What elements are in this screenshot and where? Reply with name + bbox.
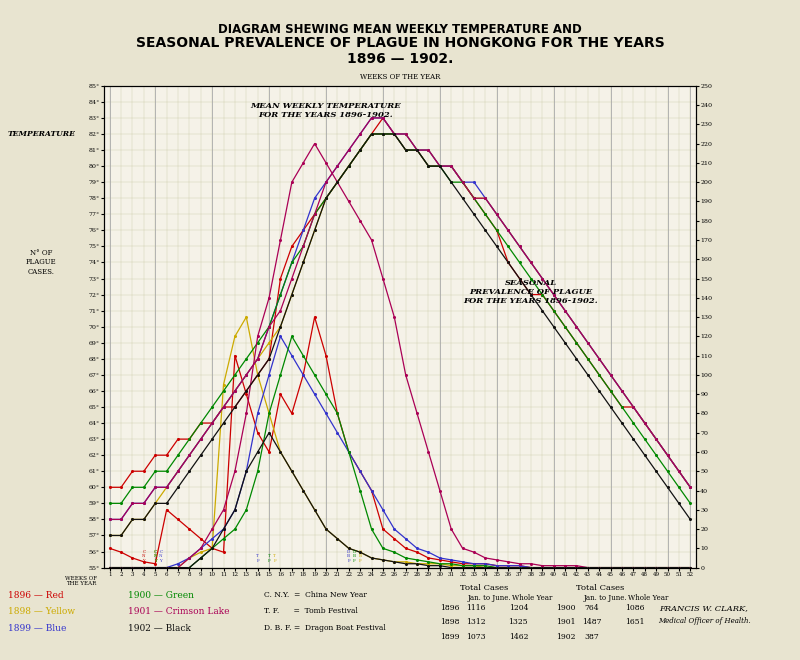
Text: Total Cases: Total Cases xyxy=(460,584,508,592)
Text: 1896 — Red: 1896 — Red xyxy=(8,591,64,600)
Text: 1900 — Green: 1900 — Green xyxy=(128,591,194,600)
Text: 1462: 1462 xyxy=(509,633,528,641)
Text: WEEKS OF THE YEAR: WEEKS OF THE YEAR xyxy=(360,73,440,81)
Text: C
N
Y: C N Y xyxy=(154,550,157,563)
Text: WEEKS OF
THE YEAR: WEEKS OF THE YEAR xyxy=(66,576,98,587)
Text: FRANCIS W. CLARK,: FRANCIS W. CLARK, xyxy=(659,604,749,612)
Text: T
F: T F xyxy=(256,554,259,563)
Text: C
N
Y: C N Y xyxy=(142,550,146,563)
Text: 1073: 1073 xyxy=(466,633,486,641)
Text: C
N
Y: C N Y xyxy=(154,550,157,563)
Text: C. N.Y.  =  China New Year: C. N.Y. = China New Year xyxy=(264,591,367,599)
Text: MEAN WEEKLY TEMPERATURE
FOR THE YEARS 1896-1902.: MEAN WEEKLY TEMPERATURE FOR THE YEARS 18… xyxy=(250,102,402,119)
Text: 1901: 1901 xyxy=(556,618,575,626)
Text: 1086: 1086 xyxy=(625,604,644,612)
Text: 1901 — Crimson Lake: 1901 — Crimson Lake xyxy=(128,607,230,616)
Text: C
N
Y: C N Y xyxy=(159,550,162,563)
Text: 1902 — Black: 1902 — Black xyxy=(128,624,191,633)
Text: Jan. to June.: Jan. to June. xyxy=(584,594,628,602)
Text: N° OF
PLAGUE
CASES.: N° OF PLAGUE CASES. xyxy=(26,249,57,276)
Text: T
F: T F xyxy=(274,554,276,563)
Text: 1902: 1902 xyxy=(556,633,575,641)
Text: 1898 — Yellow: 1898 — Yellow xyxy=(8,607,75,616)
Text: 1204: 1204 xyxy=(509,604,528,612)
Text: 1116: 1116 xyxy=(466,604,486,612)
Text: 1899 — Blue: 1899 — Blue xyxy=(8,624,66,633)
Text: 1651: 1651 xyxy=(625,618,644,626)
Text: D
B
F: D B F xyxy=(347,550,350,563)
Text: 1900: 1900 xyxy=(556,604,575,612)
Text: 1896: 1896 xyxy=(440,604,459,612)
Text: 1896 — 1902.: 1896 — 1902. xyxy=(347,52,453,66)
Text: TEMPERATURE: TEMPERATURE xyxy=(7,130,75,138)
Text: 1487: 1487 xyxy=(582,618,602,626)
Text: D. B. F. =  Dragon Boat Festival: D. B. F. = Dragon Boat Festival xyxy=(264,624,386,632)
Text: Total Cases: Total Cases xyxy=(576,584,624,592)
Text: Jan. to June.: Jan. to June. xyxy=(468,594,512,602)
Text: D
B
F: D B F xyxy=(358,550,362,563)
Text: DIAGRAM SHEWING MEAN WEEKLY TEMPERATURE AND: DIAGRAM SHEWING MEAN WEEKLY TEMPERATURE … xyxy=(218,23,582,36)
Text: T
F: T F xyxy=(268,554,270,563)
Text: T. F.      =  Tomb Festival: T. F. = Tomb Festival xyxy=(264,607,358,615)
Text: 1898: 1898 xyxy=(440,618,459,626)
Text: 1899: 1899 xyxy=(440,633,459,641)
Text: SEASONAL PREVALENCE OF PLAGUE IN HONGKONG FOR THE YEARS: SEASONAL PREVALENCE OF PLAGUE IN HONGKON… xyxy=(136,36,664,50)
Text: 387: 387 xyxy=(585,633,599,641)
Text: D
B
F: D B F xyxy=(353,550,356,563)
Text: Medical Officer of Health.: Medical Officer of Health. xyxy=(658,617,750,625)
Text: Whole Year: Whole Year xyxy=(512,594,552,602)
Text: 1325: 1325 xyxy=(509,618,528,626)
Text: 764: 764 xyxy=(585,604,599,612)
Text: 1312: 1312 xyxy=(466,618,486,626)
Text: Whole Year: Whole Year xyxy=(628,594,668,602)
Text: SEASONAL
PREVALENCE OF PLAGUE
FOR THE YEARS 1896-1902.: SEASONAL PREVALENCE OF PLAGUE FOR THE YE… xyxy=(464,279,598,305)
